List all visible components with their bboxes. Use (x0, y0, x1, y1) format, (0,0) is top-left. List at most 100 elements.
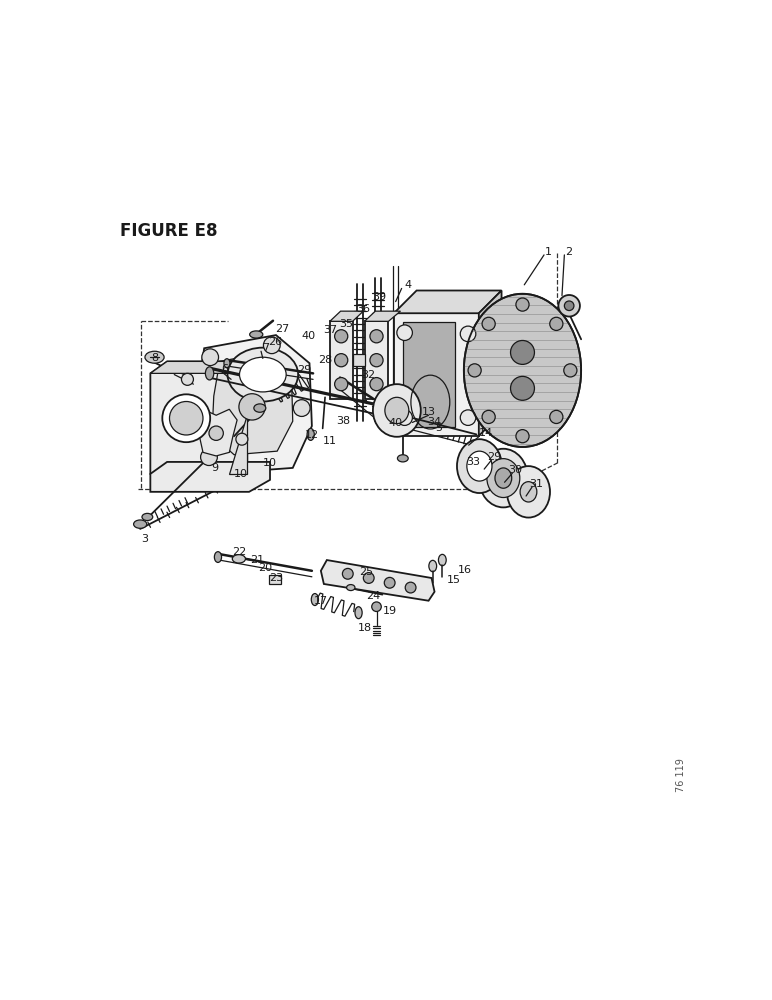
Ellipse shape (457, 439, 502, 493)
Polygon shape (196, 335, 312, 473)
Ellipse shape (228, 348, 298, 401)
Text: 21: 21 (250, 555, 264, 565)
Ellipse shape (373, 384, 421, 437)
Ellipse shape (311, 594, 319, 606)
Ellipse shape (507, 466, 550, 518)
Text: 29: 29 (297, 365, 312, 375)
Circle shape (384, 577, 395, 588)
Circle shape (236, 433, 248, 445)
Polygon shape (321, 560, 435, 601)
Text: 76 119: 76 119 (676, 758, 686, 792)
Text: 20: 20 (258, 563, 273, 573)
Circle shape (293, 400, 310, 416)
Text: 16: 16 (458, 565, 472, 575)
Ellipse shape (239, 357, 286, 392)
Text: 2: 2 (566, 247, 573, 257)
Text: 11: 11 (323, 436, 337, 446)
Text: 4: 4 (404, 280, 411, 290)
Text: 29: 29 (487, 452, 502, 462)
Text: 10: 10 (263, 458, 277, 468)
Circle shape (405, 582, 416, 593)
Circle shape (162, 394, 210, 442)
Text: 13: 13 (422, 407, 435, 417)
Circle shape (516, 430, 529, 443)
Text: 8: 8 (151, 353, 159, 363)
Ellipse shape (385, 397, 409, 424)
Text: 17: 17 (313, 596, 328, 606)
Circle shape (482, 317, 495, 330)
Ellipse shape (355, 607, 362, 619)
Circle shape (364, 573, 374, 583)
Ellipse shape (142, 513, 153, 521)
Text: 36: 36 (356, 304, 370, 314)
Text: 18: 18 (357, 623, 371, 633)
Ellipse shape (232, 555, 245, 563)
Text: FIGURE E8: FIGURE E8 (120, 222, 218, 240)
Ellipse shape (398, 455, 408, 462)
Text: 22: 22 (232, 547, 246, 557)
Polygon shape (330, 311, 364, 321)
Text: 12: 12 (305, 430, 319, 440)
Text: 27: 27 (275, 324, 289, 334)
Circle shape (482, 410, 495, 424)
Bar (403, 322, 455, 427)
Text: 6: 6 (222, 364, 229, 374)
Circle shape (564, 364, 577, 377)
Ellipse shape (464, 294, 581, 447)
Circle shape (370, 354, 383, 367)
Ellipse shape (347, 585, 355, 591)
Text: 33: 33 (466, 457, 480, 467)
Ellipse shape (429, 560, 437, 572)
Ellipse shape (145, 351, 164, 363)
Text: 25: 25 (359, 567, 373, 577)
Polygon shape (229, 414, 247, 474)
Text: 34: 34 (428, 417, 442, 427)
Circle shape (510, 376, 534, 400)
Circle shape (181, 373, 194, 385)
Circle shape (201, 349, 218, 366)
Polygon shape (151, 361, 247, 474)
Circle shape (460, 410, 476, 425)
Text: 9: 9 (212, 463, 218, 473)
Circle shape (468, 364, 481, 377)
Polygon shape (212, 353, 293, 455)
Text: 10: 10 (234, 469, 249, 479)
Text: 23: 23 (269, 573, 283, 583)
Text: 15: 15 (447, 575, 462, 585)
Circle shape (550, 410, 563, 424)
Ellipse shape (205, 367, 214, 380)
Ellipse shape (438, 554, 446, 566)
Text: 24: 24 (366, 591, 380, 601)
Bar (330, 321, 353, 399)
Text: 30: 30 (508, 465, 523, 475)
Text: 5: 5 (435, 423, 442, 433)
Bar (353, 354, 364, 366)
Ellipse shape (495, 468, 512, 488)
Circle shape (209, 426, 223, 440)
Circle shape (239, 394, 266, 420)
Circle shape (372, 602, 381, 611)
Text: 32: 32 (361, 370, 376, 380)
Polygon shape (479, 291, 502, 436)
Bar (269, 575, 281, 584)
Ellipse shape (134, 520, 147, 528)
Text: 38: 38 (336, 416, 350, 426)
Ellipse shape (479, 449, 528, 507)
Ellipse shape (487, 459, 520, 498)
Ellipse shape (467, 451, 492, 481)
Circle shape (397, 410, 412, 425)
Text: 40: 40 (388, 418, 403, 428)
Text: 14: 14 (479, 428, 493, 438)
Circle shape (334, 330, 348, 343)
Circle shape (564, 301, 574, 311)
Circle shape (334, 354, 348, 367)
Circle shape (334, 378, 348, 391)
Circle shape (370, 330, 383, 343)
Circle shape (170, 401, 203, 435)
Text: 28: 28 (318, 355, 332, 365)
Ellipse shape (224, 359, 230, 368)
Text: 39: 39 (372, 292, 386, 302)
Polygon shape (151, 462, 270, 492)
Circle shape (510, 340, 534, 364)
Ellipse shape (249, 331, 262, 338)
